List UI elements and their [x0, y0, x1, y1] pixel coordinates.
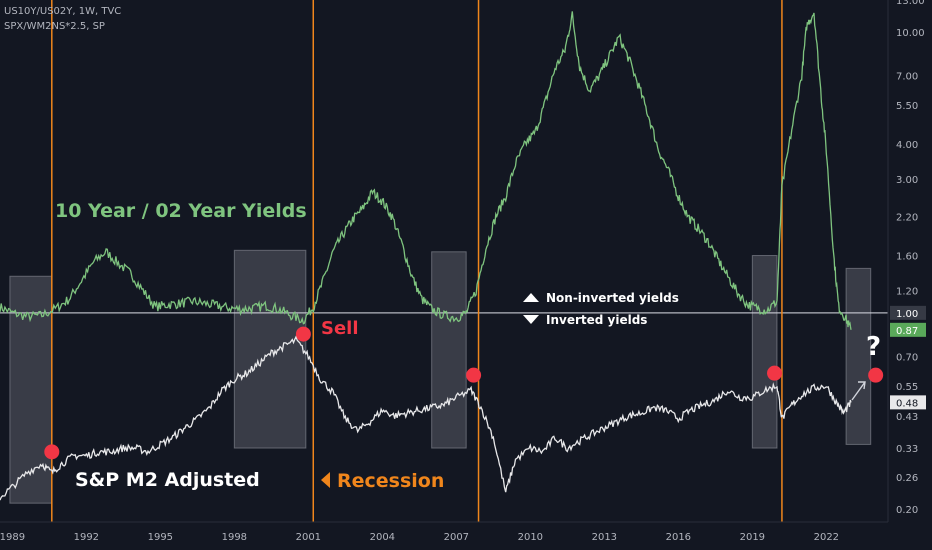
- shaded-box-2: [431, 251, 467, 449]
- x-tick-label-6: 2007: [444, 532, 469, 543]
- last-value-badge-yields: [890, 322, 926, 337]
- question-mark: ?: [866, 332, 881, 362]
- yields-label: 10 Year / 02 Year Yields: [55, 200, 307, 222]
- last-value-badge-spx: [890, 395, 926, 410]
- sell-points: [44, 326, 884, 460]
- non-inverted-label: Non-inverted yields: [546, 291, 679, 305]
- x-tick-label-4: 2001: [296, 532, 321, 543]
- spx-m2-line: [0, 335, 852, 501]
- x-tick-label-0: 1989: [0, 532, 25, 543]
- y-tick-label-15: 0.20: [896, 505, 918, 516]
- shaded-box-4: [845, 267, 872, 445]
- y-tick-label-1: 10.00: [896, 28, 925, 39]
- recession-label: Recession: [337, 470, 444, 492]
- baseline-value: 1.00: [896, 309, 918, 320]
- baseline-badge: [890, 305, 926, 320]
- sell-dot-4: [868, 367, 884, 383]
- last-value-yields: 0.87: [896, 326, 918, 337]
- x-tick-label-8: 2013: [592, 532, 617, 543]
- x-tick-label-1: 1992: [74, 532, 99, 543]
- series-group: [0, 11, 852, 501]
- sell-dot-2: [466, 367, 482, 383]
- x-tick-label-2: 1995: [148, 532, 173, 543]
- y-tick-label-0: 13.00: [896, 0, 925, 7]
- y-tick-label-11: 0.55: [896, 382, 918, 393]
- sell-dot-3: [767, 365, 783, 381]
- y-tick-label-6: 2.20: [896, 213, 918, 224]
- triangle-down-icon: [523, 315, 539, 324]
- y-tick-label-8: 1.20: [896, 287, 918, 298]
- last-value-spx: 0.48: [896, 398, 918, 409]
- y-tick-label-5: 3.00: [896, 175, 918, 186]
- y-tick-label-7: 1.60: [896, 252, 918, 263]
- y-tick-label-13: 0.33: [896, 444, 918, 455]
- x-tick-label-5: 2004: [370, 532, 395, 543]
- arrow-up-right-icon: [851, 381, 866, 401]
- x-tick-label-10: 2019: [740, 532, 765, 543]
- yield-ratio-line: [0, 11, 852, 330]
- y-tick-label-10: 0.70: [896, 352, 918, 363]
- recession-lines: [0, 0, 888, 522]
- y-tick-label-4: 4.00: [896, 140, 918, 151]
- spx-label: S&P M2 Adjusted: [75, 469, 260, 491]
- header-symbol-line[interactable]: US10Y/US02Y, 1W, TVC: [4, 6, 122, 17]
- header-second-symbol-line[interactable]: SPX/WM2NS*2.5, SP: [4, 21, 105, 32]
- inverted-label: Inverted yields: [546, 313, 647, 327]
- x-tick-label-11: 2022: [814, 532, 839, 543]
- shaded-box-3: [751, 255, 778, 449]
- annotations: 10 Year / 02 Year Yields S&P M2 Adjusted S…: [55, 200, 881, 492]
- sell-dot-1: [295, 326, 311, 342]
- x-tick-label-9: 2016: [666, 532, 691, 543]
- x-tick-label-7: 2010: [518, 532, 543, 543]
- recession-arrow-icon: [321, 472, 330, 488]
- shaded-boxes: [9, 249, 872, 504]
- y-tick-label-14: 0.26: [896, 473, 918, 484]
- triangle-up-icon: [523, 293, 539, 302]
- y-tick-label-3: 5.50: [896, 101, 918, 112]
- sell-label: Sell: [321, 318, 359, 339]
- y-tick-label-2: 7.00: [896, 72, 918, 83]
- shaded-box-1: [233, 249, 307, 449]
- sell-dot-0: [44, 444, 60, 460]
- x-tick-label-3: 1998: [222, 532, 247, 543]
- y-tick-label-12: 0.43: [896, 412, 918, 423]
